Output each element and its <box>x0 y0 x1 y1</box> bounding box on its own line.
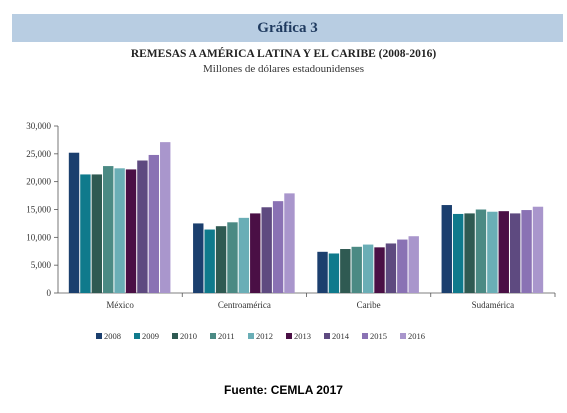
bar <box>215 226 227 293</box>
y-tick-label: 0 <box>47 288 52 298</box>
legend-label: 2016 <box>408 331 425 341</box>
category-label: Sudamérica <box>472 300 514 310</box>
bar <box>351 246 362 293</box>
chart-banner: Gráfica 3 <box>12 14 563 42</box>
bar <box>227 222 238 293</box>
legend-swatch <box>134 333 140 339</box>
bar <box>385 243 397 293</box>
legend-label: 2012 <box>256 331 273 341</box>
bar <box>532 206 544 293</box>
banner-title: Gráfica 3 <box>257 19 318 36</box>
bar <box>441 205 452 293</box>
bar <box>103 166 114 293</box>
source-note: Fuente: CEMLA 2017 <box>224 383 343 397</box>
bar <box>193 223 204 293</box>
y-tick-label: 30,000 <box>26 121 51 131</box>
bar <box>160 142 171 293</box>
bar <box>148 154 160 293</box>
y-tick-label: 5,000 <box>31 260 52 270</box>
bar <box>340 249 351 293</box>
legend-swatch <box>248 333 254 339</box>
legend-label: 2013 <box>294 331 311 341</box>
bar <box>91 174 103 293</box>
category-label: México <box>106 300 134 310</box>
bar <box>397 239 408 293</box>
legend-swatch <box>96 333 102 339</box>
bar <box>408 236 419 293</box>
bar <box>328 253 340 293</box>
legend-label: 2014 <box>332 331 350 341</box>
legend-label: 2011 <box>218 331 235 341</box>
legend-label: 2008 <box>104 331 121 341</box>
bar <box>272 201 284 293</box>
bar <box>362 244 374 293</box>
bar <box>509 213 521 293</box>
legend-label: 2010 <box>180 331 197 341</box>
y-tick-label: 15,000 <box>26 205 51 215</box>
bar <box>521 210 532 293</box>
bar <box>137 160 148 293</box>
category-label: Caribe <box>357 300 381 310</box>
y-tick-label: 20,000 <box>26 177 51 187</box>
legend-label: 2009 <box>142 331 159 341</box>
y-tick-label: 10,000 <box>26 232 51 242</box>
bar <box>261 207 272 293</box>
y-tick-label: 25,000 <box>26 149 51 159</box>
bar <box>125 169 137 293</box>
legend-swatch <box>324 333 330 339</box>
legend-swatch <box>362 333 368 339</box>
bar <box>250 213 261 293</box>
bar <box>464 213 475 293</box>
bar <box>80 174 91 293</box>
bar <box>475 209 487 293</box>
category-label: Centroamérica <box>218 300 271 310</box>
bar <box>452 213 464 293</box>
legend-swatch <box>400 333 406 339</box>
legend-swatch <box>210 333 216 339</box>
bar <box>374 247 385 293</box>
bar <box>498 211 509 293</box>
bar <box>68 152 80 293</box>
legend-swatch <box>286 333 292 339</box>
legend-swatch <box>172 333 178 339</box>
bar <box>284 193 295 293</box>
bar <box>317 251 328 293</box>
bar <box>487 211 498 293</box>
legend-label: 2015 <box>370 331 387 341</box>
chart-title: REMESAS A AMÉRICA LATINA Y EL CARIBE (20… <box>130 48 437 60</box>
chart-subtitle: Millones de dólares estadounidenses <box>203 63 364 75</box>
bar <box>204 229 215 293</box>
bar <box>238 217 250 293</box>
bar <box>114 168 125 293</box>
